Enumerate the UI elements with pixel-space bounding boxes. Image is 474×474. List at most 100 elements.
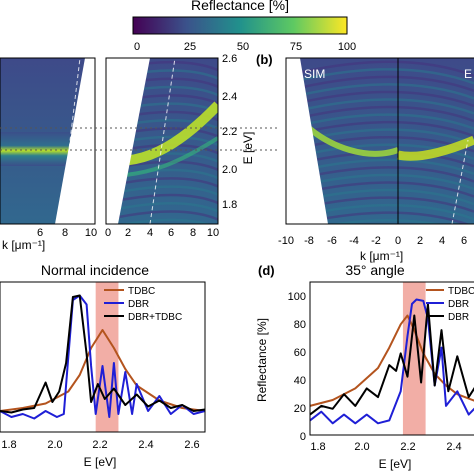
series-line-dbr bbox=[309, 298, 474, 425]
panel-d-frame bbox=[309, 281, 474, 436]
panel-b-letter: (b) bbox=[256, 52, 273, 67]
k-tick: 10 bbox=[85, 227, 97, 239]
panel-c-title: Normal incidence bbox=[41, 262, 149, 278]
x-tick: 2.0 bbox=[354, 441, 369, 453]
k-tick: -4 bbox=[349, 235, 359, 247]
k-tick: -6 bbox=[327, 235, 337, 247]
legend-label: TDBC bbox=[128, 286, 155, 297]
k-tick: 4 bbox=[439, 235, 445, 247]
fringe-line bbox=[118, 218, 212, 224]
k-tick: -2 bbox=[371, 235, 381, 247]
panel-a-left-k-axis: 6 8 10 k [μm⁻¹] bbox=[2, 227, 97, 252]
fringe-line bbox=[286, 75, 474, 93]
x-axis-label: E [eV] bbox=[379, 457, 412, 471]
panel-b-white-region bbox=[286, 58, 328, 224]
y-tick: 80 bbox=[294, 319, 306, 331]
colorbar-tick: 75 bbox=[290, 41, 302, 53]
highlight-band bbox=[402, 282, 426, 435]
x-tick: 2.0 bbox=[47, 439, 62, 451]
panel-a-left-white-region bbox=[55, 58, 95, 224]
colorbar-tick: 50 bbox=[237, 41, 249, 53]
legend-label: DBR bbox=[128, 299, 149, 310]
k-tick: 4 bbox=[147, 227, 153, 239]
panel-d-letter: (d) bbox=[258, 263, 275, 278]
colorbar-tick: 100 bbox=[338, 41, 356, 53]
panel-d-legend: TDBC DBR DBR bbox=[426, 286, 474, 323]
x-tick: 2.2 bbox=[92, 439, 107, 451]
x-tick: 2.6 bbox=[184, 439, 199, 451]
k-tick: 8 bbox=[190, 227, 196, 239]
fringe-line bbox=[286, 98, 474, 115]
k-tick: 0 bbox=[395, 235, 401, 247]
panel-a-right-heatmap bbox=[106, 58, 218, 224]
energy-tick: 2.2 bbox=[222, 126, 237, 138]
fringe-line bbox=[286, 105, 474, 123]
panel-d-title: 35° angle bbox=[345, 262, 405, 278]
panel-c-legend: TDBC DBR DBR+TDBC bbox=[104, 286, 182, 323]
panel-a-left-heatmap bbox=[0, 58, 95, 224]
k-tick: 6 bbox=[168, 227, 174, 239]
series-line-dbr bbox=[309, 302, 474, 416]
k-tick: 2 bbox=[417, 235, 423, 247]
panel-a-right-white-region bbox=[106, 58, 150, 224]
x-tick: 2.4 bbox=[446, 441, 461, 453]
energy-tick: 1.8 bbox=[222, 199, 237, 211]
k-tick: 6 bbox=[461, 235, 467, 247]
legend-label: DBR bbox=[448, 312, 469, 323]
colorbar: Reflectance [%] 0 25 50 75 100 bbox=[132, 0, 356, 53]
series-line-tdbc bbox=[309, 314, 474, 407]
colorbar-gradient bbox=[132, 16, 348, 35]
fringe-line bbox=[329, 218, 442, 224]
panel-b-frame bbox=[285, 57, 474, 225]
panel-d-plot bbox=[309, 282, 474, 435]
y-tick: 20 bbox=[294, 403, 306, 415]
y-tick: 40 bbox=[294, 375, 306, 387]
panel-b-exp-band bbox=[397, 135, 474, 161]
panel-d-x-axis: 1.8 2.0 2.2 2.4 E [eV] bbox=[310, 441, 461, 471]
panel-b-k-axis: -10 -8 -6 -4 -2 0 2 4 6 k [μm⁻¹] bbox=[278, 235, 467, 263]
energy-tick: 2.4 bbox=[222, 91, 237, 103]
panel-c-frame bbox=[0, 281, 206, 433]
panel-a-right-k-axis: 0 2 4 6 8 10 bbox=[105, 227, 219, 239]
panel-c-plot bbox=[0, 282, 206, 432]
panel-a-left-frame bbox=[0, 57, 96, 225]
panel-d-y-axis: 100 80 60 40 20 0 bbox=[288, 291, 306, 443]
panel-b-exp-label: E bbox=[464, 67, 472, 81]
k-tick: -8 bbox=[304, 235, 314, 247]
k-tick: -10 bbox=[278, 235, 294, 247]
panel-c-x-axis: 1.8 2.0 2.2 2.4 2.6 E [eV] bbox=[1, 439, 199, 469]
k-axis-label: k [μm⁻¹] bbox=[2, 238, 45, 252]
panel-b-sim-label: SIM bbox=[304, 67, 325, 81]
x-axis-label: E [eV] bbox=[84, 455, 117, 469]
panel-a-energy-axis: 2.6 2.4 2.2 2.0 1.8 E [eV] bbox=[222, 53, 255, 211]
panel-d-y-axis-label: Reflectance [%] bbox=[255, 318, 269, 402]
fringe-line bbox=[286, 68, 474, 85]
energy-tick: 2.6 bbox=[222, 53, 237, 65]
k-tick: 8 bbox=[62, 227, 68, 239]
highlight-band bbox=[95, 282, 119, 432]
fringe-line bbox=[106, 202, 218, 213]
x-tick: 1.8 bbox=[1, 439, 16, 451]
colorbar-tick: 0 bbox=[134, 41, 140, 53]
colorbar-tick: 25 bbox=[184, 41, 196, 53]
series-line-dbr-tdbc bbox=[0, 294, 206, 414]
series-line-dbr bbox=[0, 294, 206, 420]
fringe-line bbox=[286, 83, 474, 100]
colorbar-title: Reflectance [%] bbox=[191, 0, 289, 13]
legend-label: DBR bbox=[448, 299, 469, 310]
k-tick: 0 bbox=[105, 227, 111, 239]
energy-tick: 2.0 bbox=[222, 164, 237, 176]
k-tick: 10 bbox=[207, 227, 219, 239]
panel-b-dashed-line bbox=[451, 139, 469, 224]
k-axis-label: k [μm⁻¹] bbox=[360, 249, 403, 263]
x-tick: 2.2 bbox=[400, 441, 415, 453]
panel-a-right-frame bbox=[105, 57, 219, 225]
energy-axis-label: E [eV] bbox=[241, 132, 255, 165]
x-tick: 1.8 bbox=[310, 441, 325, 453]
panel-b-heatmap: SIM E bbox=[286, 58, 474, 224]
y-tick: 100 bbox=[288, 291, 306, 303]
fringe-line bbox=[286, 90, 474, 108]
k-tick: 6 bbox=[37, 227, 43, 239]
fringe-line bbox=[286, 113, 474, 130]
